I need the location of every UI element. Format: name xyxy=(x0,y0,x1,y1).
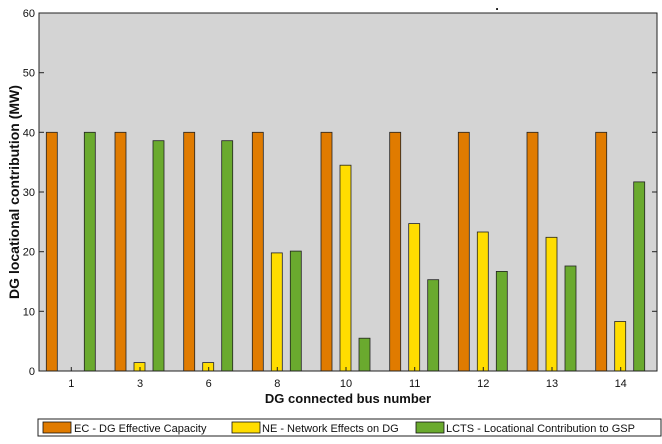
bar-series-1-bus-12 xyxy=(457,131,470,372)
bar-series-2-bus-10 xyxy=(339,164,352,372)
bar-series-1-bus-14 xyxy=(595,131,608,372)
y-tick-label: 40 xyxy=(23,127,35,139)
bar-series-2-bus-12 xyxy=(476,231,489,372)
bar-series-2-bus-11 xyxy=(408,223,421,372)
x-tick-label: 6 xyxy=(206,378,212,390)
bar-series-3-bus-11 xyxy=(427,279,440,372)
bar-series-1-bus-8 xyxy=(251,131,264,372)
legend-swatch-ne xyxy=(231,421,261,434)
bar-series-2-bus-13 xyxy=(545,236,558,372)
legend-swatch-lcts xyxy=(415,421,445,434)
x-tick-label: 11 xyxy=(409,378,420,390)
chart-title: . xyxy=(495,0,499,13)
y-axis-title: DG locational contribution (MW) xyxy=(6,85,22,299)
bar-series-2-bus-8 xyxy=(270,252,283,372)
legend-label-ne: NE - Network Effects on DG xyxy=(262,423,399,435)
bar-series-3-bus-1 xyxy=(83,131,96,372)
x-tick-label: 1 xyxy=(68,378,74,390)
y-tick-label: 20 xyxy=(23,247,35,259)
y-tick-label: 0 xyxy=(29,366,35,378)
bar-series-1-bus-11 xyxy=(389,131,402,372)
legend-swatch-ec xyxy=(42,421,72,434)
legend-label-lcts: LCTS - Locational Contribution to GSP xyxy=(446,423,635,435)
bar-series-3-bus-6 xyxy=(221,140,234,372)
bar-series-1-bus-10 xyxy=(320,131,333,372)
legend: EC - DG Effective Capacity NE - Network … xyxy=(37,418,662,437)
bar-series-1-bus-13 xyxy=(526,131,539,372)
legend-frame xyxy=(37,418,662,437)
bar-series-1-bus-3 xyxy=(114,131,127,372)
bar-series-3-bus-13 xyxy=(564,265,577,372)
x-tick-label: 13 xyxy=(546,378,558,390)
x-tick-label: 3 xyxy=(137,378,143,390)
bar-series-1-bus-6 xyxy=(183,131,196,372)
bar-series-3-bus-8 xyxy=(289,250,302,372)
bar-series-3-bus-10 xyxy=(358,337,371,372)
x-tick-label: 8 xyxy=(274,378,280,390)
x-tick-label: 14 xyxy=(615,378,627,390)
bar-series-3-bus-14 xyxy=(633,181,646,372)
y-tick-label: 60 xyxy=(23,8,35,20)
x-axis-title: DG connected bus number xyxy=(265,391,431,406)
bar-series-3-bus-12 xyxy=(495,270,508,372)
bar-series-3-bus-3 xyxy=(152,140,165,372)
y-tick-label: 30 xyxy=(23,187,35,199)
bar-series-2-bus-14 xyxy=(614,321,627,372)
bar-series-1-bus-1 xyxy=(45,131,58,372)
y-tick-label: 50 xyxy=(23,68,35,80)
legend-label-ec: EC - DG Effective Capacity xyxy=(74,423,207,435)
x-tick-label: 10 xyxy=(340,378,352,390)
x-tick-label: 12 xyxy=(477,378,489,390)
y-tick-label: 10 xyxy=(23,306,35,318)
